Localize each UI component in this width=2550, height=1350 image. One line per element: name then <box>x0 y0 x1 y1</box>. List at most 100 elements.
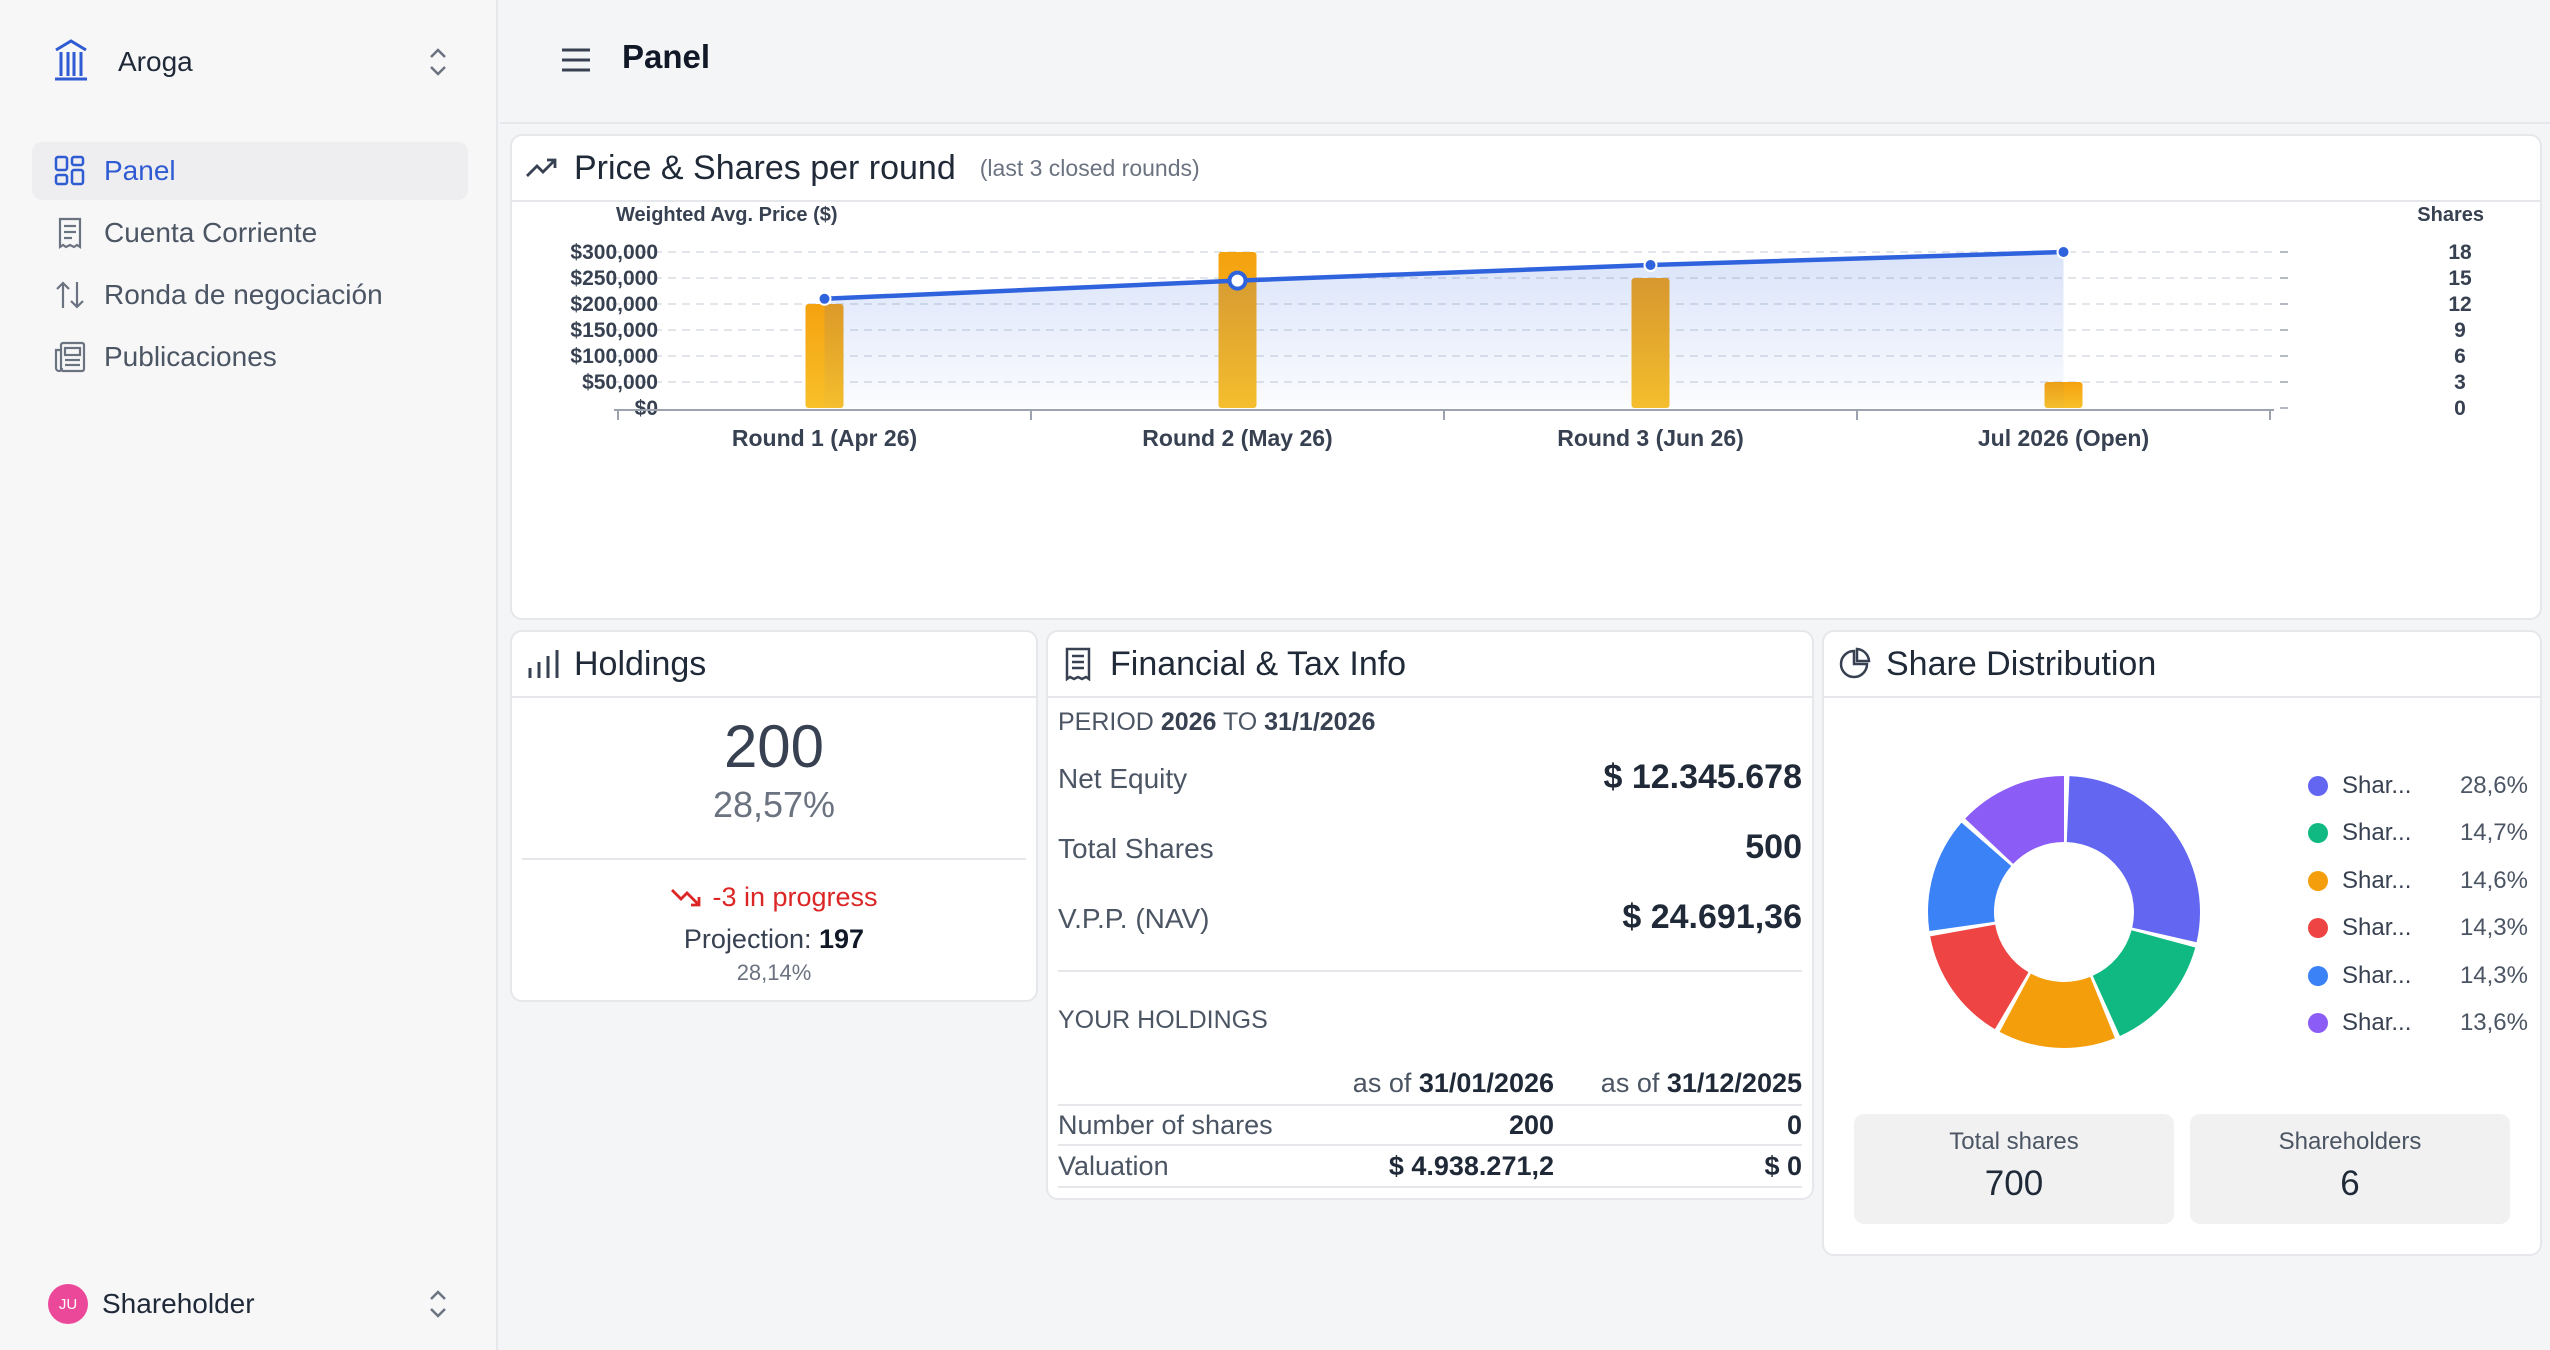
divider <box>522 858 1026 860</box>
donut-slice[interactable] <box>1930 924 2029 1030</box>
sidebar-item-label: Ronda de negociación <box>104 279 383 310</box>
financial-tax-card: Financial & Tax Info PERIOD 2026 TO 31/1… <box>1046 630 1814 1200</box>
sidebar-item-panel[interactable]: Panel <box>32 142 468 200</box>
y-tick-label-right: 9 <box>2454 319 2466 342</box>
sidebar-item-label: Publicaciones <box>104 341 277 372</box>
legend-swatch <box>2308 918 2328 939</box>
legend-item[interactable]: Shar... 14,3% <box>2308 952 2528 1000</box>
cell-value: $ 0 <box>1764 1150 1802 1181</box>
legend-label: Shar... <box>2342 771 2412 799</box>
period-to-word: TO <box>1222 708 1258 736</box>
sidebar-item-cuenta-corriente[interactable]: Cuenta Corriente <box>32 204 468 262</box>
donut-slice[interactable] <box>1965 776 2064 864</box>
net-equity-row: Net Equity $ 12.345.678 <box>1058 758 1802 797</box>
donut-slice[interactable] <box>1928 822 2012 932</box>
cell-value: $ 4.938.271,2 <box>1388 1150 1554 1181</box>
total-shares-box: Total shares 700 <box>1854 1114 2174 1224</box>
y-tick-label-right: 18 <box>2448 241 2472 264</box>
nav-row: V.P.P. (NAV) $ 24.691,36 <box>1058 898 1802 937</box>
sidebar-item-ronda[interactable]: Ronda de negociación <box>32 266 468 324</box>
table-row: Number of shares 200 0 <box>1058 1104 1802 1146</box>
stat-value: 700 <box>1984 1164 2044 1203</box>
chevron-updown-icon[interactable] <box>424 1286 452 1327</box>
y-tick-label-right: 3 <box>2454 371 2466 394</box>
row-value: $ 12.345.678 <box>1603 758 1802 796</box>
legend-swatch <box>2308 870 2328 891</box>
right-axis-title: Shares <box>2417 204 2484 226</box>
dashboard-icon <box>52 153 88 189</box>
legend-swatch <box>2308 1013 2328 1034</box>
card-subtitle: (last 3 closed rounds) <box>979 154 1200 181</box>
card-header: Holdings <box>512 632 1036 698</box>
line-point <box>2056 245 2071 259</box>
sidebar-nav: Panel Cuenta Corriente Ronda de negociac… <box>32 142 468 390</box>
y-tick-label-left: $300,000 <box>570 241 658 264</box>
column-header: as of 31/12/2025 <box>1554 1068 1802 1099</box>
legend-item[interactable]: Shar... 28,6% <box>2308 762 2528 810</box>
period-label: PERIOD 2026 TO 31/1/2026 <box>1058 708 1375 737</box>
card-title: Share Distribution <box>1886 644 2157 683</box>
menu-icon[interactable] <box>558 42 594 78</box>
col-date: 31/01/2026 <box>1418 1067 1554 1098</box>
legend-item[interactable]: Shar... 14,6% <box>2308 857 2528 905</box>
card-header: Financial & Tax Info <box>1048 632 1812 698</box>
bank-icon <box>52 38 90 87</box>
card-title: Holdings <box>574 644 707 683</box>
user-switcher[interactable]: JU Shareholder <box>48 1278 452 1330</box>
x-tick-label: Jul 2026 (Open) <box>1978 425 2149 451</box>
y-tick-label-left: $50,000 <box>582 371 658 394</box>
sidebar-item-publicaciones[interactable]: Publicaciones <box>32 328 468 386</box>
y-tick-label-left: $0 <box>635 397 658 420</box>
legend-label: Shar... <box>2342 819 2412 847</box>
projection-label: Projection: <box>683 924 812 954</box>
column-header: as of 31/01/2026 <box>1316 1068 1554 1099</box>
y-tick-label-left: $100,000 <box>570 345 658 368</box>
legend-label: Shar... <box>2342 1009 2412 1037</box>
donut-slice[interactable] <box>2092 930 2196 1036</box>
legend-swatch <box>2308 823 2328 844</box>
table-header-row: as of 31/01/2026 as of 31/12/2025 <box>1058 1062 1802 1104</box>
col-date: 31/12/2025 <box>1666 1067 1802 1098</box>
y-tick-label-right: 15 <box>2448 267 2472 290</box>
donut-slice[interactable] <box>1999 973 2115 1048</box>
legend-label: Shar... <box>2342 961 2412 989</box>
y-tick-label-left: $200,000 <box>570 293 658 316</box>
legend-item[interactable]: Shar... 13,6% <box>2308 1000 2528 1048</box>
x-tick-label: Round 3 (Jun 26) <box>1557 425 1744 451</box>
bar-chart-icon <box>522 644 562 684</box>
receipt-icon <box>1058 644 1098 684</box>
row-label: Valuation <box>1058 1150 1169 1181</box>
chevron-updown-icon[interactable] <box>424 44 452 85</box>
pie-chart-icon <box>1834 644 1874 684</box>
y-tick-label-right: 6 <box>2454 345 2466 368</box>
row-value: $ 24.691,36 <box>1622 898 1802 936</box>
left-axis-title: Weighted Avg. Price ($) <box>616 204 838 226</box>
legend-item[interactable]: Shar... 14,7% <box>2308 810 2528 858</box>
cell-value: 0 <box>1786 1109 1802 1140</box>
legend-item[interactable]: Shar... 14,3% <box>2308 905 2528 953</box>
row-value: 500 <box>1745 828 1802 866</box>
share-donut-chart <box>1928 776 2200 1048</box>
sidebar-item-label: Cuenta Corriente <box>104 217 318 248</box>
legend-value: 14,7% <box>2459 819 2528 847</box>
arrows-updown-icon <box>52 277 88 313</box>
projection-row: Projection: 197 <box>512 924 1036 955</box>
donut-slice[interactable] <box>2066 776 2200 943</box>
holdings-shares: 200 <box>723 713 825 780</box>
org-switcher[interactable]: Aroga <box>52 36 452 88</box>
line-point <box>817 291 832 306</box>
y-tick-label-right: 0 <box>2454 397 2466 420</box>
legend-value: 28,6% <box>2459 771 2528 799</box>
legend-value: 14,6% <box>2459 866 2528 894</box>
stat-label: Shareholders <box>2278 1128 2422 1155</box>
row-label: Total Shares <box>1058 833 1214 864</box>
trending-up-icon <box>522 148 562 188</box>
x-tick-label: Round 2 (May 26) <box>1142 425 1332 451</box>
line-series <box>824 249 2064 302</box>
legend-swatch <box>2308 775 2328 796</box>
legend-value: 13,6% <box>2459 1009 2528 1037</box>
sidebar-item-label: Panel <box>104 155 176 186</box>
legend-value: 14,3% <box>2459 914 2528 942</box>
period-prefix: PERIOD <box>1058 708 1154 736</box>
x-tick-label: Round 1 (Apr 26) <box>732 425 917 451</box>
